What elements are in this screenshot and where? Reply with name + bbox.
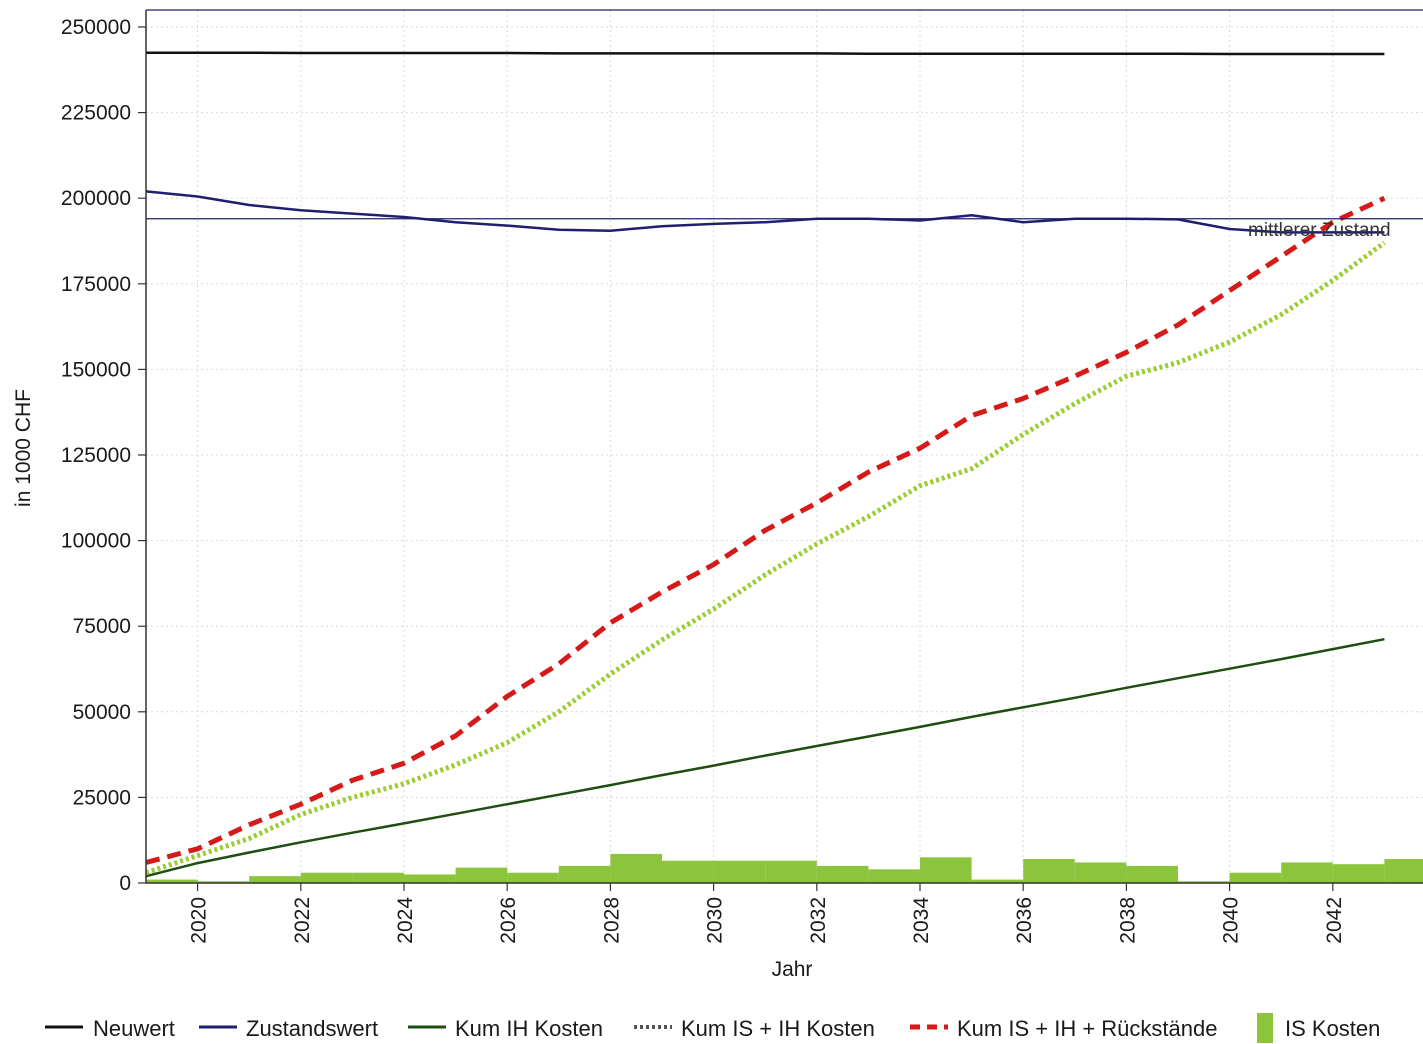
legend-label: Kum IS + IH Kosten	[681, 1016, 875, 1041]
bar-is-kosten	[662, 860, 714, 883]
bar-is-kosten	[920, 857, 972, 883]
y-tick-label: 25000	[73, 786, 131, 809]
bar-is-kosten	[868, 869, 920, 883]
x-tick-label: 2020	[188, 897, 211, 944]
y-tick-label: 175000	[61, 273, 131, 296]
y-tick-label: 125000	[61, 444, 131, 467]
bar-is-kosten	[455, 867, 508, 883]
y-tick-label: 150000	[61, 358, 131, 381]
series-line-kum-is-ih-r-ckst-nde	[145, 195, 1386, 865]
x-tick-label: 2022	[291, 897, 314, 944]
legend-label: IS Kosten	[1285, 1016, 1380, 1041]
series-line-neuwert	[146, 51, 1385, 56]
bar-is-kosten	[558, 865, 611, 883]
legend-label: Neuwert	[93, 1016, 175, 1041]
y-tick-label: 200000	[61, 187, 131, 210]
bar-is-kosten	[610, 853, 662, 883]
bar-is-kosten	[765, 860, 817, 883]
legend-label: Kum IS + IH + Rückstände	[957, 1016, 1217, 1041]
x-tick-label: 2032	[807, 897, 830, 944]
reference-line-label: mittlerer Zustand	[1248, 220, 1391, 241]
bar-is-kosten	[197, 881, 250, 883]
bar-is-kosten	[146, 879, 198, 883]
x-tick-label: 2042	[1323, 897, 1346, 944]
bar-is-kosten	[300, 872, 353, 883]
bar-is-kosten	[1178, 881, 1230, 883]
bar-is-kosten	[1229, 872, 1282, 883]
x-tick-label: 2024	[394, 897, 417, 944]
legend-label: Kum IH Kosten	[455, 1016, 603, 1041]
y-tick-label: 0	[119, 872, 131, 895]
y-axis-title: in 1000 CHF	[12, 389, 35, 507]
bar-is-kosten	[1384, 859, 1423, 883]
bar-is-kosten	[1281, 862, 1333, 883]
y-tick-label: 225000	[61, 102, 131, 125]
bar-is-kosten	[1074, 862, 1127, 883]
legend: Neuwert Zustandswert Kum IH Kosten Kum IS +…	[45, 1013, 1380, 1043]
x-tick-label: 2038	[1116, 897, 1139, 944]
is-kosten-bars	[146, 853, 1423, 883]
x-tick-label: 2036	[1013, 897, 1036, 944]
series-line-kum-is-ih-kosten	[145, 240, 1386, 876]
legend-swatch-is-kosten	[1257, 1013, 1273, 1043]
series-line-kum-ih-kosten	[145, 637, 1385, 878]
x-axis-title: Jahr	[772, 958, 813, 981]
y-tick-label: 50000	[73, 701, 131, 724]
bar-is-kosten	[249, 876, 301, 883]
legend-label: Zustandswert	[246, 1016, 378, 1041]
x-axis-ticks: 2020 2022 2024 2026 2028 2030 2032 2034 2036 2038…	[188, 883, 1346, 944]
axes	[145, 9, 1423, 884]
bar-is-kosten	[352, 872, 404, 883]
x-tick-label: 2034	[910, 897, 933, 944]
x-tick-label: 2028	[600, 897, 623, 944]
bar-is-kosten	[816, 865, 869, 883]
bar-is-kosten	[971, 879, 1024, 883]
bar-is-kosten	[713, 860, 766, 883]
bar-is-kosten	[1126, 865, 1178, 883]
bar-is-kosten	[1332, 864, 1385, 883]
x-tick-label: 2040	[1220, 897, 1243, 944]
series-line-zustandswert	[145, 190, 1385, 234]
series-lines	[145, 51, 1423, 878]
x-tick-label: 2026	[497, 897, 520, 944]
y-tick-label: 100000	[61, 530, 131, 553]
y-axis-ticks: 0 25000 50000 75000 100000 125000 150000 175000…	[61, 16, 146, 895]
bar-is-kosten	[404, 874, 456, 883]
y-tick-label: 250000	[61, 16, 131, 39]
x-tick-label: 2030	[704, 897, 727, 944]
y-tick-label: 75000	[73, 615, 131, 638]
bar-is-kosten	[507, 872, 559, 883]
bar-is-kosten	[1023, 859, 1075, 883]
